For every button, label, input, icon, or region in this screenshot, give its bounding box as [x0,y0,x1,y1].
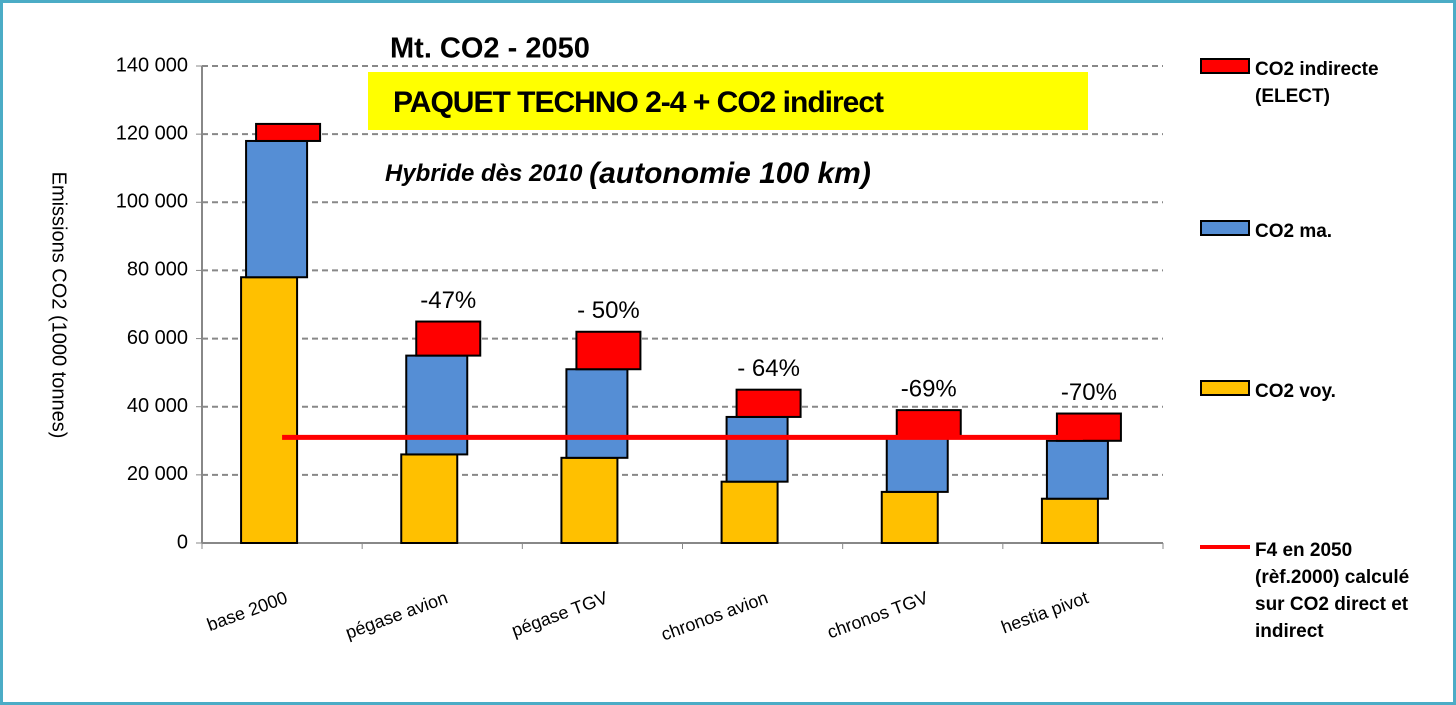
bar-segment [725,415,789,483]
total-label: - 50% [577,297,640,324]
y-tick-label: 20 000 [127,463,188,485]
legend-swatch [1200,380,1250,396]
bar-segment [1040,497,1099,545]
bar-segment [415,320,482,357]
bar-segment [245,139,309,279]
legend-swatch [1200,545,1250,549]
y-tick-label: 40 000 [127,395,188,417]
total-label: -69% [901,375,957,402]
x-tick-label: chronos avion [658,587,770,644]
bar-segment [895,409,962,439]
x-tick-label: base 2000 [204,587,290,635]
chart-title: Mt. CO2 - 2050 [390,33,590,65]
legend-label: F4 en 2050 (rèf.2000) calculé sur CO2 di… [1255,540,1410,642]
legend-swatch [1200,220,1250,236]
y-axis-label: Emissions CO2 (1000 tonnes) [48,172,70,439]
bar-segment [240,276,299,544]
legend-label: CO2 voy. [1255,381,1336,402]
bar-segment [735,388,802,418]
bar-segment [565,368,629,459]
legend-entry: F4 en 2050 (rèf.2000) calculé sur CO2 di… [1200,537,1440,645]
total-label: -70% [1061,379,1117,406]
bar-segment [1045,439,1109,500]
bar-segment [880,490,939,544]
total-label: - 64% [737,355,800,382]
subtitle-box [368,72,1088,130]
y-tick-label: 0 [177,531,188,553]
annotation-part: (autonomie 100 km) [589,157,871,190]
legend-entry: CO2 ma. [1200,218,1440,245]
y-tick-label: 120 000 [116,122,188,144]
bar-segment [885,436,949,493]
total-label: -47% [420,287,476,314]
legend-label: CO2 ma. [1255,221,1333,242]
y-tick-label: 140 000 [116,54,188,76]
legend-entry: CO2 voy. [1200,378,1440,405]
bar-segment [560,456,619,545]
subtitle: PAQUET TECHNO 2-4 + CO2 indirect [393,86,884,119]
bar-segment [255,122,322,142]
annotation-part: Hybride dès 2010 [385,160,589,187]
legend-swatch [1200,58,1250,74]
y-tick-label: 100 000 [116,191,188,213]
x-tick-label: pégase TGV [509,587,610,640]
bar-segment [720,480,779,544]
y-tick-label: 60 000 [127,327,188,349]
legend-label: CO2 indirecte (ELECT) [1255,59,1379,107]
x-tick-label: hestia pivot [998,587,1090,637]
x-tick-label: pégase avion [343,587,450,642]
annotation: Hybride dès 2010 (autonomie 100 km) [385,157,871,190]
x-tick-label: chronos TGV [825,587,931,642]
y-tick-label: 80 000 [127,259,188,281]
legend-entry: CO2 indirecte (ELECT) [1200,56,1440,110]
bar-segment [400,453,459,544]
bar-segment [575,330,642,371]
